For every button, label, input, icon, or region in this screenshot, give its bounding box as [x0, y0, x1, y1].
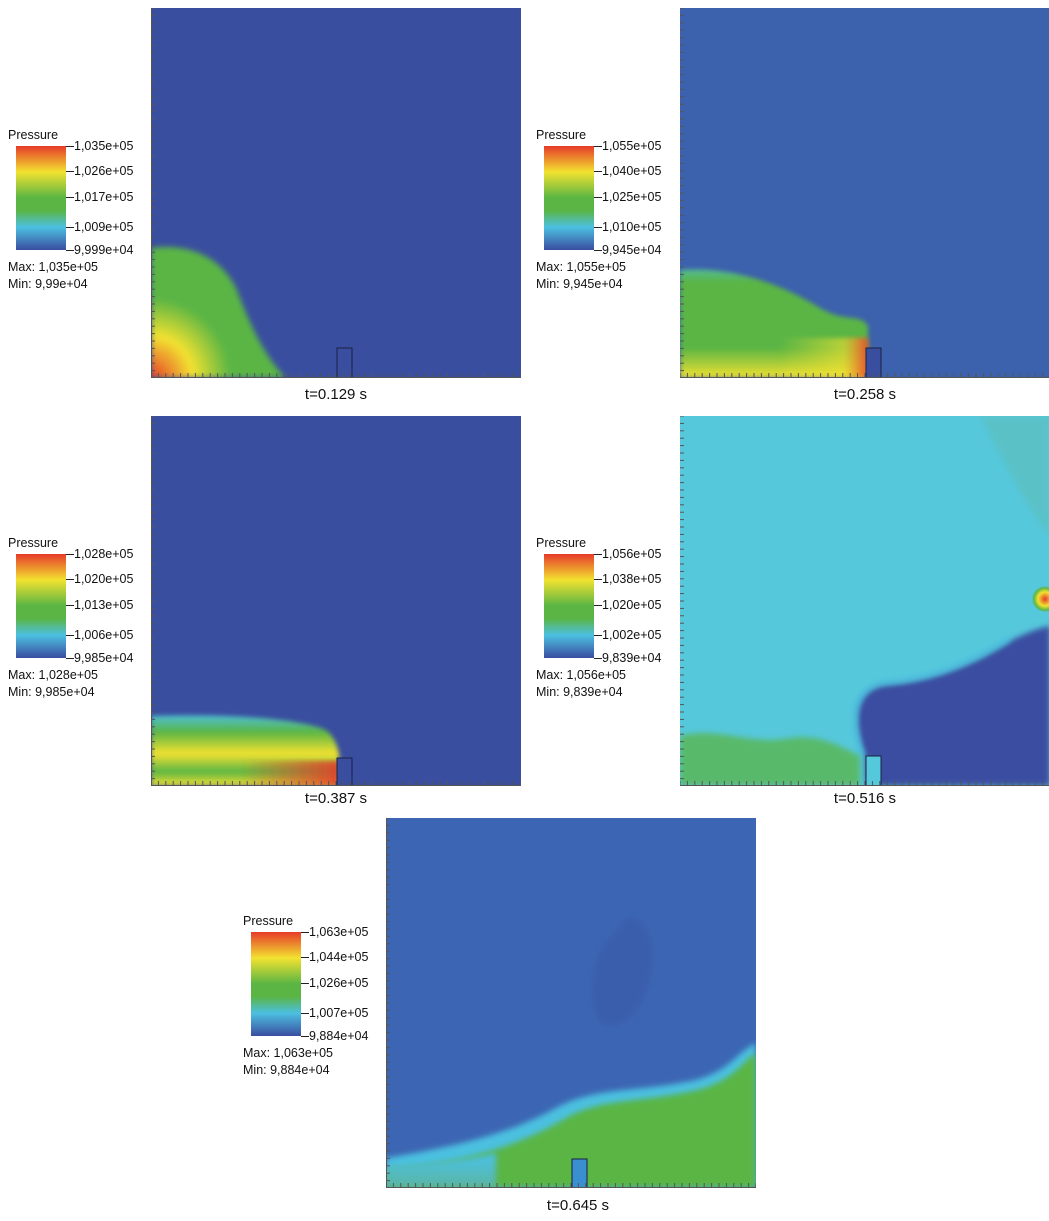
axis-ticks — [680, 8, 1049, 378]
axis-ticks — [386, 818, 756, 1188]
colorbar-tick-label: 1,026e+05 — [74, 164, 134, 178]
colorbar-tick — [594, 227, 602, 228]
axis-ticks — [151, 416, 521, 786]
axis-ticks — [680, 416, 1049, 786]
legend-title: Pressure — [8, 536, 59, 550]
time-caption: t=0.516 s — [833, 790, 897, 807]
colorbar-tick — [594, 146, 602, 147]
pressure-field-plot-5 — [386, 818, 756, 1188]
pressure-field-plot-3 — [151, 416, 521, 786]
time-caption: t=0.387 s — [304, 790, 368, 807]
colorbar-tick-label: 1,028e+05 — [74, 547, 134, 561]
legend-max: Max: 1,028e+05 — [8, 668, 98, 682]
pressure-wave — [680, 733, 860, 786]
legend-max: Max: 1,035e+05 — [8, 260, 98, 274]
legend-title: Pressure — [536, 128, 587, 142]
colorbar-tick-label: 1,009e+05 — [74, 220, 134, 234]
pressure-hotspot — [1031, 585, 1049, 613]
axis-ticks — [151, 8, 521, 378]
colorbar-tick-label: 1,007e+05 — [309, 1006, 369, 1020]
colorbar-tick — [66, 579, 74, 580]
legend-title: Pressure — [8, 128, 59, 142]
colorbar-tick-label: 1,056e+05 — [602, 547, 662, 561]
obstacle — [571, 1158, 588, 1188]
pressure-colorbar — [251, 932, 301, 1036]
legend-title: Pressure — [243, 914, 294, 928]
colorbar-tick-label: 1,055e+05 — [602, 139, 662, 153]
colorbar-tick — [66, 227, 74, 228]
colorbar-tick — [66, 197, 74, 198]
colorbar-tick-label: 1,040e+05 — [602, 164, 662, 178]
colorbar-tick — [301, 932, 309, 933]
colorbar-tick-label: 1,010e+05 — [602, 220, 662, 234]
colorbar-tick-label: 1,035e+05 — [74, 139, 134, 153]
colorbar-tick — [594, 197, 602, 198]
colorbar-tick-label: 1,006e+05 — [74, 628, 134, 642]
colorbar-tick-label: 1,025e+05 — [602, 190, 662, 204]
pressure-colorbar — [544, 554, 594, 658]
colorbar-tick-label: 1,026e+05 — [309, 976, 369, 990]
obstacle — [865, 347, 882, 378]
time-caption: t=0.129 s — [304, 386, 368, 403]
legend-min: Min: 9,99e+04 — [8, 277, 88, 291]
colorbar-tick — [594, 554, 602, 555]
colorbar-tick — [66, 171, 74, 172]
colorbar-tick — [594, 605, 602, 606]
colorbar-tick-label: 1,017e+05 — [74, 190, 134, 204]
colorbar-tick — [66, 146, 74, 147]
obstacle — [336, 347, 353, 378]
colorbar-tick — [594, 658, 602, 659]
legend-title: Pressure — [536, 536, 587, 550]
colorbar-tick-label: 9,884e+04 — [309, 1029, 369, 1043]
colorbar-tick — [594, 579, 602, 580]
colorbar-tick — [66, 635, 74, 636]
legend-max: Max: 1,063e+05 — [243, 1046, 333, 1060]
colorbar-tick — [301, 1013, 309, 1014]
low-pressure-region — [857, 626, 1049, 786]
colorbar-tick — [594, 635, 602, 636]
pressure-field-plot-1 — [151, 8, 521, 378]
colorbar-tick-label: 1,020e+05 — [74, 572, 134, 586]
colorbar-tick-label: 9,999e+04 — [74, 243, 134, 257]
pressure-colorbar — [16, 554, 66, 658]
colorbar-tick — [594, 171, 602, 172]
colorbar-tick-label: 1,020e+05 — [602, 598, 662, 612]
colorbar-tick-label: 9,945e+04 — [602, 243, 662, 257]
legend-min: Min: 9,945e+04 — [536, 277, 623, 291]
pressure-field-plot-4 — [680, 416, 1049, 786]
colorbar-tick-label: 1,044e+05 — [309, 950, 369, 964]
pressure-wave — [151, 247, 286, 378]
colorbar-tick-label: 1,013e+05 — [74, 598, 134, 612]
legend-max: Max: 1,055e+05 — [536, 260, 626, 274]
colorbar-tick — [301, 1036, 309, 1037]
legend-max: Max: 1,056e+05 — [536, 668, 626, 682]
legend-min: Min: 9,985e+04 — [8, 685, 95, 699]
time-caption: t=0.645 s — [546, 1197, 610, 1214]
time-caption: t=0.258 s — [833, 386, 897, 403]
pressure-colorbar — [544, 146, 594, 250]
pressure-colorbar — [16, 146, 66, 250]
legend-min: Min: 9,884e+04 — [243, 1063, 330, 1077]
colorbar-tick — [66, 554, 74, 555]
colorbar-tick — [301, 957, 309, 958]
colorbar-tick-label: 1,063e+05 — [309, 925, 369, 939]
colorbar-tick — [66, 250, 74, 251]
legend-min: Min: 9,839e+04 — [536, 685, 623, 699]
colorbar-tick — [301, 983, 309, 984]
obstacle — [336, 757, 353, 786]
obstacle — [865, 755, 882, 786]
colorbar-tick — [66, 658, 74, 659]
colorbar-tick-label: 9,839e+04 — [602, 651, 662, 665]
pressure-field-plot-2 — [680, 8, 1049, 378]
colorbar-tick-label: 1,038e+05 — [602, 572, 662, 586]
colorbar-tick-label: 1,002e+05 — [602, 628, 662, 642]
colorbar-tick — [594, 250, 602, 251]
colorbar-tick-label: 9,985e+04 — [74, 651, 134, 665]
colorbar-tick — [66, 605, 74, 606]
